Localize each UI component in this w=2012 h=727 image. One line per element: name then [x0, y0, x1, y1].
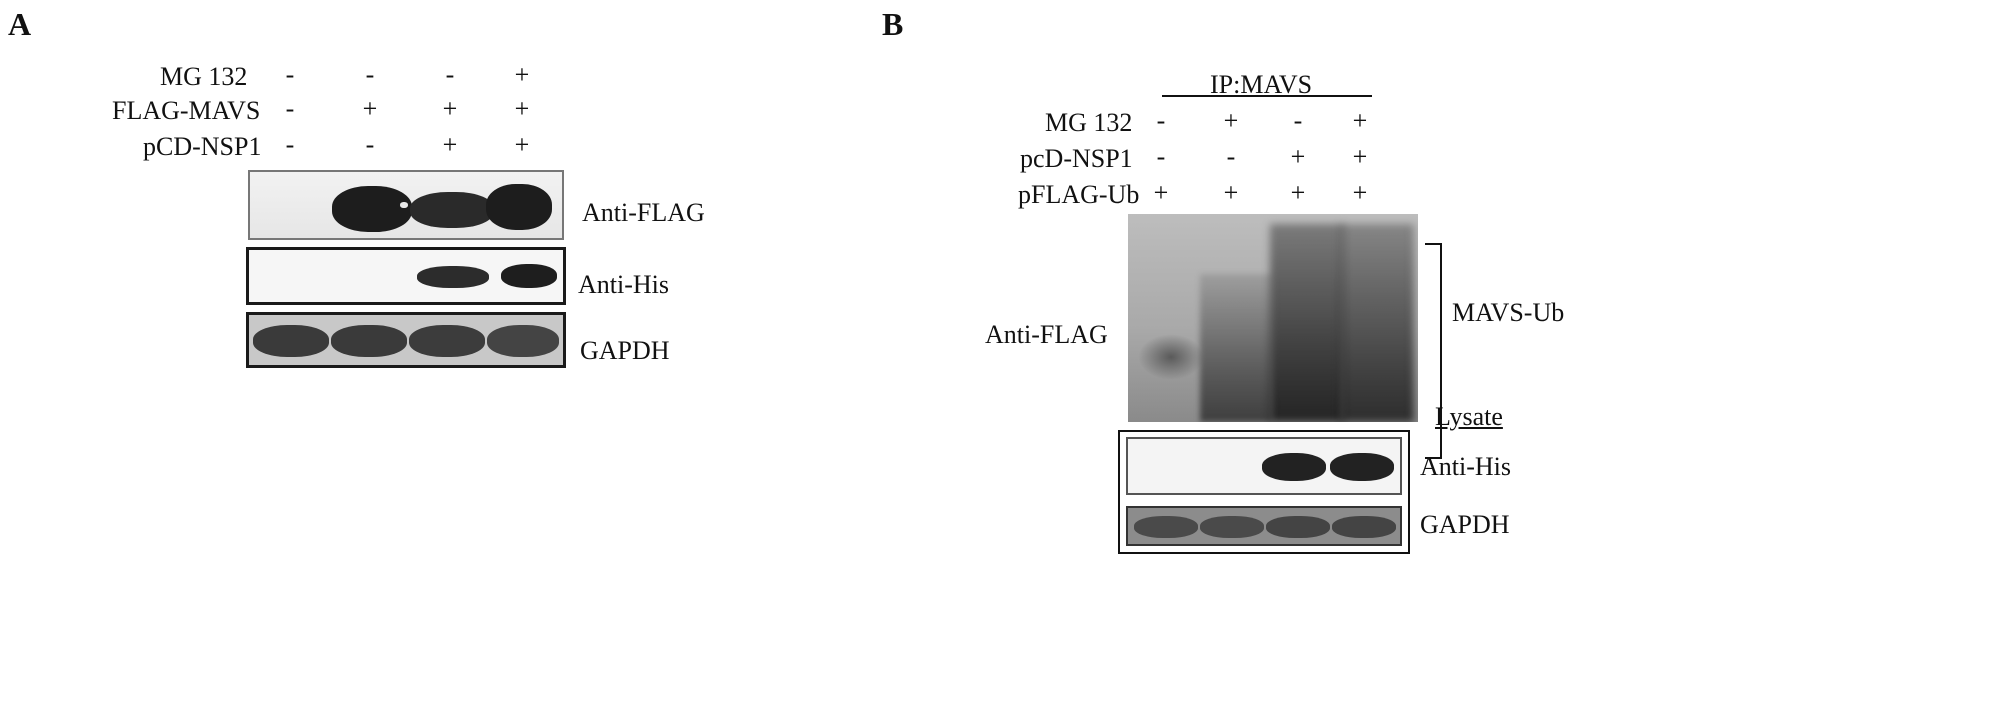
- lane-sign: +: [514, 94, 530, 123]
- blot-label: Anti-His: [1420, 452, 1511, 481]
- blot-ip-anti-flag-b: [1128, 214, 1418, 422]
- blot-anti-his-b: [1126, 437, 1402, 495]
- lane-sign: +: [362, 94, 378, 123]
- lane-sign: -: [445, 60, 455, 89]
- band: [1330, 453, 1394, 481]
- lane-sign: +: [514, 130, 530, 159]
- row-label: MG 132: [160, 62, 248, 91]
- lane-sign: +: [1153, 178, 1169, 207]
- lane-sign: -: [285, 94, 295, 123]
- lane-sign: +: [1223, 178, 1239, 207]
- lane-sign: +: [1352, 178, 1368, 207]
- blot-label: Anti-His: [578, 270, 669, 299]
- band: [417, 266, 489, 288]
- row-label: pCD-NSP1: [143, 132, 262, 161]
- band: [1134, 516, 1198, 538]
- band: [410, 192, 494, 228]
- band-highlight: [400, 202, 408, 208]
- ip-label: IP:MAVS: [1210, 70, 1313, 99]
- blot-label: GAPDH: [580, 336, 670, 365]
- lane-sign: -: [1226, 142, 1236, 171]
- lane-sign: -: [285, 130, 295, 159]
- lane-sign: +: [1352, 142, 1368, 171]
- lysate-frame: [1118, 430, 1410, 554]
- row-label: MG 132: [1045, 108, 1133, 137]
- lane-sign: +: [1223, 106, 1239, 135]
- row-label: FLAG-MAVS: [112, 96, 261, 125]
- lane-sign: -: [365, 60, 375, 89]
- lane-sign: +: [442, 94, 458, 123]
- panel-letter-b: B: [882, 6, 904, 42]
- lane-sign: -: [285, 60, 295, 89]
- band: [1262, 453, 1326, 481]
- row-label: pFLAG-Ub: [1018, 180, 1140, 209]
- lane-sign: +: [514, 60, 530, 89]
- band: [501, 264, 557, 288]
- lane-sign: +: [1290, 142, 1306, 171]
- band: [1200, 516, 1264, 538]
- lane-sign: -: [1156, 106, 1166, 135]
- lane-sign: -: [1156, 142, 1166, 171]
- blot-gapdh-b: [1126, 506, 1402, 546]
- panel-letter-a: A: [8, 6, 32, 42]
- blot-label: Anti-FLAG: [582, 198, 705, 227]
- lysate-label: Lysate: [1435, 402, 1503, 431]
- bracket-label: MAVS-Ub: [1452, 298, 1565, 327]
- lane-sign: +: [1352, 106, 1368, 135]
- lane-smear: [1200, 274, 1272, 422]
- band: [1266, 516, 1330, 538]
- lane-smear: [1270, 224, 1344, 422]
- blot-label: Anti-FLAG: [985, 320, 1108, 349]
- band: [332, 186, 412, 232]
- blot-anti-flag-a: [248, 170, 564, 240]
- row-label: pcD-NSP1: [1020, 144, 1133, 173]
- lane-sign: +: [1290, 178, 1306, 207]
- lane-smear: [1340, 224, 1414, 422]
- lane-smear: [1138, 334, 1204, 380]
- lane-sign: -: [365, 130, 375, 159]
- blot-gapdh-a: [246, 312, 566, 368]
- blot-anti-his-a: [246, 247, 566, 305]
- band: [331, 325, 407, 357]
- lane-sign: -: [1293, 106, 1303, 135]
- band: [253, 325, 329, 357]
- band: [487, 325, 559, 357]
- blot-label: GAPDH: [1420, 510, 1510, 539]
- band: [409, 325, 485, 357]
- lane-sign: +: [442, 130, 458, 159]
- band: [1332, 516, 1396, 538]
- band: [486, 184, 552, 230]
